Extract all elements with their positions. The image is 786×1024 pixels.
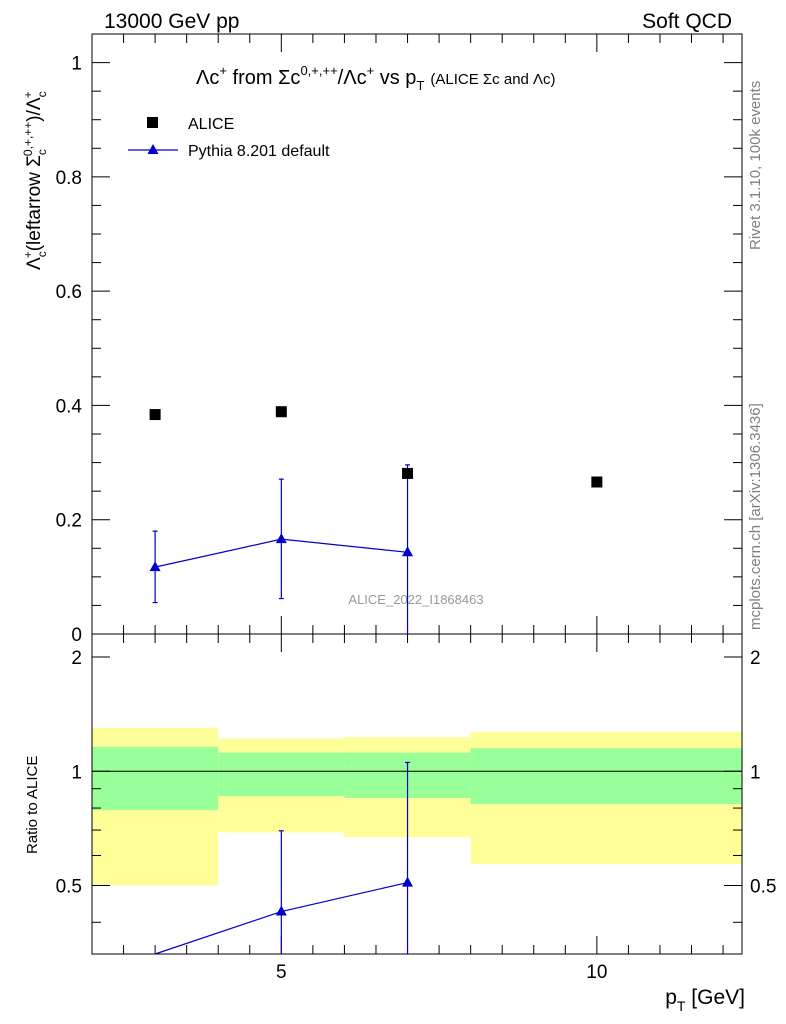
header-right: Soft QCD	[642, 10, 732, 33]
main-axis-ticks: 0 0.2 0.4 0.6 0.8 1	[56, 33, 742, 646]
rivet-label: Rivet 3.1.10, 100k events	[747, 81, 764, 250]
y-label-mid-sup: 0,+,++	[21, 122, 35, 156]
main-y-tick-label: 1	[71, 54, 82, 75]
plot-title-part4-sub: T	[416, 78, 424, 93]
ratio-y-tick-label-left: 1	[71, 762, 82, 783]
ratio-plot-marks	[154, 761, 414, 955]
plot-title-part2-sup: 0,+,++	[300, 63, 337, 78]
legend-alice-marker	[147, 117, 158, 128]
y-label-end-sub: c	[35, 91, 49, 97]
ratio-green-band-0	[92, 746, 219, 811]
plot-title-part5: (ALICE Σc and Λc)	[430, 71, 555, 88]
plot-title-part1-sup: +	[219, 63, 227, 78]
pythia-point	[149, 561, 161, 572]
x-tick-label: 5	[276, 962, 287, 983]
main-y-tick-label: 0	[71, 625, 82, 646]
plot-title-part1: Λc	[196, 67, 219, 89]
pythia-point	[275, 533, 287, 544]
legend-pythia-label: Pythia 8.201 default	[188, 143, 330, 160]
plot-title-part4: vs p	[374, 67, 416, 89]
y-label-end-sup: +	[21, 91, 35, 98]
alice-point	[149, 409, 161, 421]
y-label-end: )/Λ	[24, 97, 45, 122]
ratio-y-axis-label: Ratio to ALICE	[24, 756, 41, 854]
ratio-y-tick-label-right: 2	[750, 648, 761, 669]
main-y-tick-label: 0.2	[56, 511, 82, 532]
alice-point	[402, 467, 414, 479]
legend-alice-label: ALICE	[188, 116, 234, 133]
plot-title-part3: /Λc	[338, 67, 367, 89]
ratio-green-band-1	[218, 752, 345, 797]
main-y-tick-label: 0.4	[56, 396, 83, 417]
x-axis-label: pT [GeV]	[665, 986, 745, 1014]
ratio-bands	[92, 728, 742, 886]
legend-pythia-marker	[147, 144, 159, 154]
main-plot-marks	[149, 406, 603, 634]
main-y-tick-label: 0.8	[56, 168, 82, 189]
main-y-axis-label: Λc+(leftarrow Σc0,+,++)/Λc+	[21, 91, 49, 270]
x-label-base: p	[665, 986, 677, 1009]
x-label-sub: T	[677, 998, 686, 1014]
x-label-unit: [GeV]	[685, 986, 745, 1009]
ratio-green-band-3	[470, 748, 742, 804]
pythia-ratio-point	[275, 905, 287, 916]
plot-title-part2: from Σc	[227, 67, 300, 89]
plot-title: Λc+ from Σc0,+,++/Λc+ vs pT (ALICE Σc and…	[196, 63, 556, 93]
pythia-point	[402, 546, 414, 557]
y-label-mid: (leftarrow Σ	[24, 155, 45, 251]
y-label-base-sup: +	[21, 251, 35, 258]
y-label-mid-sub: c	[35, 149, 49, 155]
alice-point	[591, 476, 603, 488]
ratio-y-tick-label-right: 0.5	[750, 877, 776, 898]
plot-title-part3-sup: +	[367, 63, 375, 78]
ratio-y-tick-label-left: 0.5	[56, 877, 82, 898]
ratio-plot-frame	[91, 633, 743, 955]
y-label-base-sub: c	[35, 251, 49, 257]
legend: ALICE Pythia 8.201 default	[128, 116, 330, 160]
mcplots-label: mcplots.cern.ch [arXiv:1306.3436]	[747, 403, 764, 630]
ratio-y-tick-label-left: 2	[71, 648, 82, 669]
header-left: 13000 GeV pp	[104, 10, 239, 33]
pythia-ratio-point	[402, 876, 414, 887]
main-y-tick-label: 0.6	[56, 282, 82, 303]
alice-point	[275, 406, 287, 418]
y-label-base: Λ	[24, 257, 45, 270]
analysis-watermark: ALICE_2022_I1868463	[348, 592, 483, 607]
x-tick-label: 10	[586, 962, 607, 983]
ratio-y-tick-label-right: 1	[750, 762, 761, 783]
